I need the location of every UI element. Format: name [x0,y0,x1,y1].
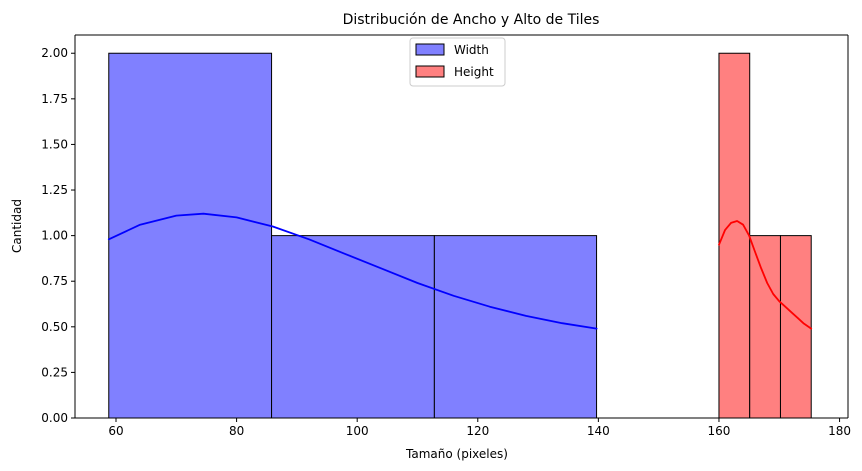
y-tick-label: 1.25 [41,183,68,197]
y-tick-label: 1.50 [41,137,68,151]
legend-label-height: Height [454,65,494,79]
bar-width-1 [108,52,273,419]
x-tick-label: 140 [587,424,610,438]
legend: Width Height [409,37,506,87]
x-tick-label: 60 [108,424,123,438]
bar-height-2 [749,235,781,419]
legend-swatch-height [415,65,445,78]
bar-width-2 [271,235,435,419]
y-tick-label: 0.50 [41,320,68,334]
bar-width-3 [433,235,598,419]
x-tick-label: 80 [229,424,244,438]
x-axis-label: Tamaño (pixeles) [405,447,508,461]
y-tick-label: 2.00 [41,46,68,60]
kde-line-width [107,212,598,330]
x-tick-label: 100 [346,424,369,438]
legend-label-width: Width [454,43,489,57]
bar-height-3 [779,235,812,419]
x-tick-label: 160 [708,424,731,438]
y-tick-label: 0.25 [41,365,68,379]
kde-line-height [718,220,813,330]
y-tick-label: 1.00 [41,229,68,243]
legend-swatch-width [415,43,445,56]
x-tick-label: 120 [466,424,489,438]
chart-title: Distribución de Ancho y Alto de Tiles [343,12,600,28]
plot-area: 60 80 100 120 140 160 180 0.00 0.25 0.50 0.75 1.00 1… [41,34,851,438]
x-tick-label: 180 [828,424,851,438]
y-tick-label: 0.00 [41,411,68,425]
y-tick-label: 0.75 [41,274,68,288]
y-axis-label: Cantidad [10,199,24,253]
y-tick-label: 1.75 [41,92,68,106]
